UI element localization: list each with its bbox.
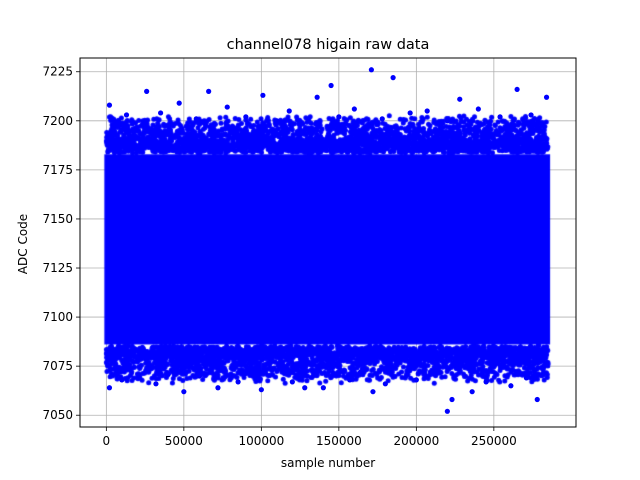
data-point xyxy=(368,67,374,73)
x-tick-label: 250000 xyxy=(471,434,517,448)
data-point xyxy=(144,88,150,94)
data-point xyxy=(215,385,221,391)
x-axis-label: sample number xyxy=(281,456,375,470)
data-point xyxy=(382,381,388,387)
y-tick-label: 7150 xyxy=(42,212,73,226)
data-point xyxy=(457,96,463,102)
data-point xyxy=(413,377,419,383)
y-tick-label: 7050 xyxy=(42,408,73,422)
data-point xyxy=(444,118,450,124)
data-point xyxy=(224,104,230,110)
x-axis: 0 50000 100000 150000 200000 250000 xyxy=(103,427,517,448)
data-point xyxy=(258,387,264,393)
data-point xyxy=(514,86,520,93)
data-point xyxy=(243,114,249,120)
data-point xyxy=(235,379,241,385)
y-axis: 7050 7075 7100 7125 7150 7175 7200 7225 xyxy=(42,65,80,422)
data-point xyxy=(196,373,202,379)
data-point xyxy=(351,106,357,112)
data-point xyxy=(289,379,295,385)
chart-title: channel078 higain raw data xyxy=(227,37,430,53)
y-tick-label: 7225 xyxy=(42,65,73,79)
x-tick-label: 0 xyxy=(103,434,111,448)
y-tick-label: 7100 xyxy=(42,310,73,324)
data-point xyxy=(483,379,489,385)
data-point xyxy=(528,112,534,118)
data-point xyxy=(508,383,514,389)
data-point xyxy=(347,377,353,383)
data-point xyxy=(286,108,292,114)
data-point xyxy=(534,396,540,403)
data-point xyxy=(543,94,550,100)
data-point xyxy=(497,114,503,120)
data-point xyxy=(193,116,199,122)
y-tick-label: 7125 xyxy=(42,261,73,275)
data-point xyxy=(469,389,475,395)
x-tick-label: 200000 xyxy=(393,434,439,448)
y-tick-label: 7075 xyxy=(42,359,73,373)
data-point xyxy=(320,385,326,391)
data-point xyxy=(206,88,212,94)
data-point xyxy=(314,94,320,100)
data-point xyxy=(357,369,364,375)
outlier-points xyxy=(106,67,550,414)
data-point xyxy=(181,389,187,395)
y-tick-label: 7200 xyxy=(42,114,73,128)
data-point xyxy=(449,396,455,403)
data-point xyxy=(379,116,385,122)
data-point xyxy=(302,385,308,391)
x-tick-label: 150000 xyxy=(316,434,362,448)
x-tick-label: 50000 xyxy=(165,434,203,448)
data-point xyxy=(274,118,280,124)
data-point xyxy=(407,110,413,116)
data-point xyxy=(153,381,159,387)
data-point xyxy=(328,82,334,89)
data-point xyxy=(444,408,450,414)
x-tick-label: 100000 xyxy=(238,434,284,448)
data-point xyxy=(165,371,171,377)
data-point xyxy=(123,112,130,118)
data-point xyxy=(390,75,396,81)
data-point xyxy=(424,108,430,114)
data-point xyxy=(106,385,113,391)
data-point xyxy=(106,102,113,108)
data-point xyxy=(247,369,254,375)
data-point xyxy=(119,377,125,383)
y-tick-label: 7175 xyxy=(42,163,73,177)
data-point xyxy=(370,389,376,395)
data-point xyxy=(176,100,182,106)
data-point xyxy=(260,92,266,98)
data-point xyxy=(475,106,481,112)
y-axis-label: ADC Code xyxy=(16,214,30,274)
plot-frame xyxy=(79,57,577,428)
data-point xyxy=(336,114,342,120)
data-point xyxy=(523,375,530,381)
data-point xyxy=(432,371,438,377)
data-point xyxy=(158,110,164,116)
